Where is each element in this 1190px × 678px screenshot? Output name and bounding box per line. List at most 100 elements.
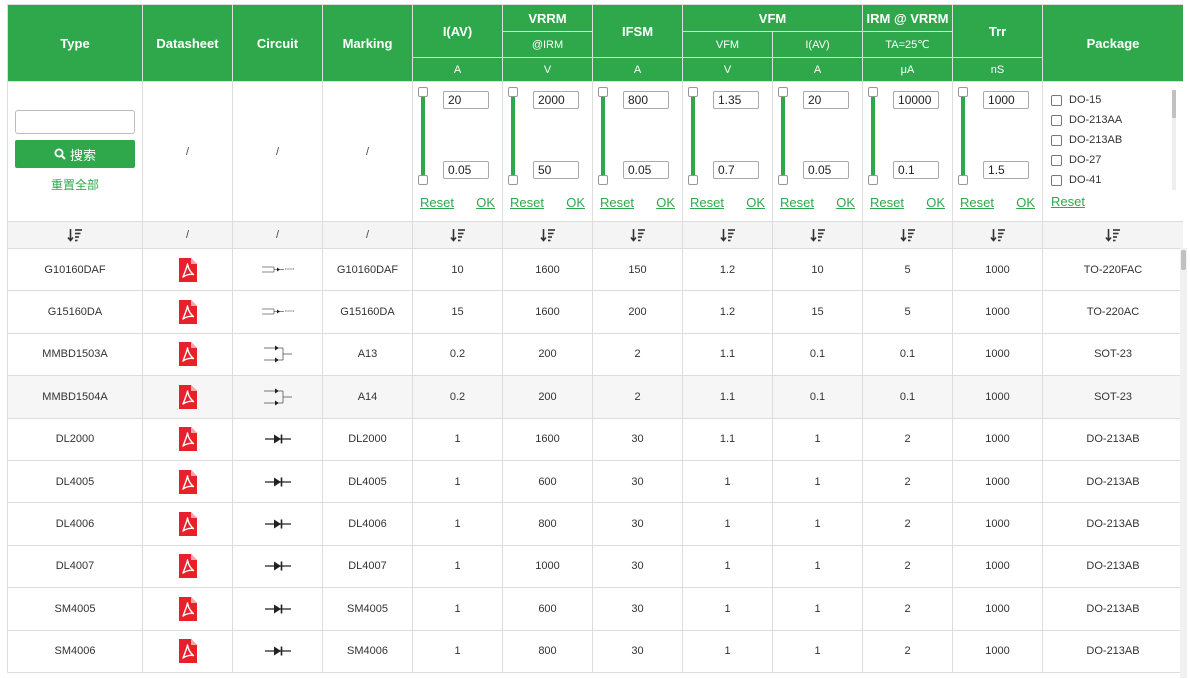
slider-min-handle[interactable]: [958, 175, 969, 185]
max-value-input[interactable]: [803, 91, 849, 109]
table-row[interactable]: G15160DA G15160DA 15 1600 200 1.2 15 5 1000 TO-22…: [7, 290, 1183, 334]
min-value-input[interactable]: [533, 161, 579, 179]
filter-reset-link[interactable]: Reset: [420, 195, 454, 210]
cell-datasheet[interactable]: [142, 375, 233, 419]
cell-type[interactable]: G10160DAF: [7, 247, 143, 292]
table-row[interactable]: DL4005 DL4005 1 600 30 1 1 2 1000 DO-213AB: [7, 459, 1183, 504]
sort-type[interactable]: [7, 221, 143, 249]
min-value-input[interactable]: [893, 161, 940, 179]
filter-ok-link[interactable]: OK: [656, 195, 675, 210]
slider-max-handle[interactable]: [778, 87, 788, 97]
cell-datasheet[interactable]: [142, 629, 233, 673]
cell-type[interactable]: DL4007: [7, 544, 143, 589]
slider-max-handle[interactable]: [688, 87, 698, 97]
filter-reset-link[interactable]: Reset: [780, 195, 814, 210]
cell-datasheet[interactable]: [142, 417, 233, 461]
sort-vfm-iav[interactable]: [771, 221, 864, 249]
cell-datasheet[interactable]: [142, 544, 233, 589]
max-value-input[interactable]: [443, 91, 489, 109]
slider-max-handle[interactable]: [418, 87, 428, 97]
checkbox[interactable]: [1051, 134, 1063, 146]
package-option[interactable]: DO-41: [1051, 170, 1122, 190]
package-scrollbar[interactable]: [1172, 90, 1177, 190]
min-value-input[interactable]: [443, 161, 489, 179]
slider-max-handle[interactable]: [598, 87, 608, 97]
table-row[interactable]: SM4005 SM4005 1 600 30 1 1 2 1000 DO-213AB: [7, 587, 1183, 631]
filter-ok-link[interactable]: OK: [926, 195, 946, 210]
sort-package[interactable]: [1042, 221, 1183, 249]
slider-min-handle[interactable]: [418, 175, 428, 185]
filter-ok-link[interactable]: OK: [476, 195, 495, 210]
slider-track[interactable]: [511, 92, 515, 180]
package-option[interactable]: DO-213AB: [1051, 130, 1122, 150]
table-scrollbar[interactable]: [1180, 248, 1187, 678]
cell-type[interactable]: DL4005: [7, 459, 143, 504]
slider-min-handle[interactable]: [508, 175, 518, 185]
reset-all-link[interactable]: 重置全部: [50, 178, 99, 192]
cell-type[interactable]: MMBD1504A: [7, 375, 143, 419]
filter-reset-link[interactable]: Reset: [600, 195, 634, 210]
min-value-input[interactable]: [983, 161, 1030, 179]
cell-type[interactable]: G15160DA: [7, 290, 143, 334]
min-value-input[interactable]: [803, 161, 849, 179]
package-option[interactable]: DO-15: [1051, 90, 1122, 110]
sort-iav[interactable]: [412, 221, 503, 249]
sort-irm[interactable]: [862, 221, 954, 249]
table-row[interactable]: DL4006 DL4006 1 800 30 1 1 2 1000 DO-213AB: [7, 502, 1183, 546]
table-row[interactable]: DL4007 DL4007 1 1000 30 1 1 2 1000 DO-213AB: [7, 544, 1183, 589]
filter-reset-link[interactable]: Reset: [510, 195, 544, 210]
cell-datasheet[interactable]: [142, 502, 233, 546]
filter-reset-link[interactable]: Reset: [870, 195, 904, 210]
cell-type[interactable]: DL2000: [7, 417, 143, 461]
table-row[interactable]: G10160DAF G10160DAF 10 1600 150 1.2 10 5 1000 TO-…: [7, 247, 1183, 292]
package-option[interactable]: DO-27: [1051, 150, 1122, 170]
slider-min-handle[interactable]: [598, 175, 608, 185]
max-value-input[interactable]: [713, 91, 759, 109]
max-value-input[interactable]: [623, 91, 669, 109]
slider-track[interactable]: [961, 92, 966, 180]
checkbox[interactable]: [1051, 114, 1063, 126]
slider-min-handle[interactable]: [868, 175, 879, 185]
search-button[interactable]: 搜索: [15, 140, 135, 168]
min-value-input[interactable]: [623, 161, 669, 179]
cell-type[interactable]: DL4006: [7, 502, 143, 546]
filter-ok-link[interactable]: OK: [566, 195, 585, 210]
filter-ok-link[interactable]: OK: [746, 195, 765, 210]
cell-datasheet[interactable]: [142, 459, 233, 504]
cell-type[interactable]: SM4005: [7, 587, 143, 631]
slider-max-handle[interactable]: [958, 87, 969, 97]
package-reset-link[interactable]: Reset: [1051, 194, 1085, 209]
filter-reset-link[interactable]: Reset: [690, 195, 724, 210]
filter-ok-link[interactable]: OK: [836, 195, 856, 210]
checkbox[interactable]: [1051, 154, 1063, 166]
max-value-input[interactable]: [533, 91, 579, 109]
min-value-input[interactable]: [713, 161, 759, 179]
filter-reset-link[interactable]: Reset: [960, 195, 994, 210]
slider-track[interactable]: [781, 92, 785, 180]
search-input[interactable]: [15, 110, 135, 134]
max-value-input[interactable]: [983, 91, 1030, 109]
slider-track[interactable]: [691, 92, 695, 180]
sort-trr[interactable]: [952, 221, 1044, 249]
cell-datasheet[interactable]: [142, 332, 233, 377]
cell-datasheet[interactable]: [142, 587, 233, 631]
table-row[interactable]: DL2000 DL2000 1 1600 30 1.1 1 2 1000 DO-213AB: [7, 417, 1183, 461]
cell-datasheet[interactable]: [142, 290, 233, 334]
cell-type[interactable]: SM4006: [7, 629, 143, 673]
table-row[interactable]: MMBD1504A A14 0.2 200 2 1.1 0.1 0.1 1000 SOT-23: [7, 375, 1183, 419]
cell-datasheet[interactable]: [142, 247, 233, 292]
package-option[interactable]: DO-213AA: [1051, 110, 1122, 130]
slider-min-handle[interactable]: [688, 175, 698, 185]
slider-track[interactable]: [601, 92, 605, 180]
slider-min-handle[interactable]: [778, 175, 788, 185]
table-row[interactable]: MMBD1503A A13 0.2 200 2 1.1 0.1 0.1 1000 SOT-23: [7, 332, 1183, 377]
sort-vfm[interactable]: [682, 221, 773, 249]
slider-track[interactable]: [421, 92, 425, 180]
sort-ifsm[interactable]: [592, 221, 683, 249]
table-row[interactable]: SM4006 SM4006 1 800 30 1 1 2 1000 DO-213AB: [7, 629, 1183, 673]
max-value-input[interactable]: [893, 91, 940, 109]
cell-type[interactable]: MMBD1503A: [7, 332, 143, 377]
slider-max-handle[interactable]: [508, 87, 518, 97]
slider-max-handle[interactable]: [868, 87, 879, 97]
sort-vrrm[interactable]: [502, 221, 593, 249]
